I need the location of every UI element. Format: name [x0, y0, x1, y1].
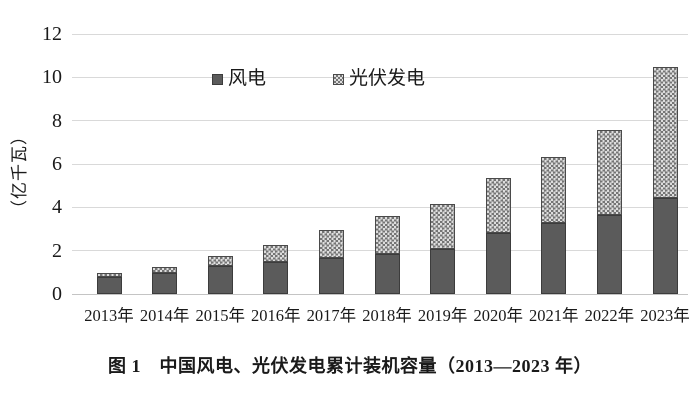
bar-segment-wind-2020年: [485, 233, 511, 294]
gridline-y-8: [72, 120, 688, 122]
bar-2018年: [374, 216, 400, 294]
wind-legend-swatch-icon: [212, 73, 223, 85]
x-tick-label-2015年: 2015年: [195, 306, 245, 325]
y-tick-label-10: 10: [42, 66, 62, 89]
bar-segment-wind-2021年: [541, 222, 567, 294]
plot-area: 风电 光伏发电: [72, 33, 688, 295]
x-tick-label-2023年: 2023年: [640, 306, 690, 325]
x-tick-label-2019年: 2019年: [417, 306, 468, 325]
bar-segment-solar-2018年: [374, 216, 400, 255]
bar-segment-solar-2014年: [152, 267, 178, 274]
y-tick-label-6: 6: [52, 153, 62, 175]
x-tick-label-2022年: 2022年: [584, 306, 635, 325]
x-tick-label-2018年: 2018年: [362, 306, 412, 325]
figure-caption: 图 1 中国风电、光伏发电累计装机容量（2013—2023 年）: [108, 356, 592, 376]
y-tick-label-2: 2: [52, 239, 62, 262]
x-tick-label-2013年: 2013年: [84, 306, 134, 325]
y-tick-label-12: 12: [42, 23, 62, 45]
gridline-y-10: [72, 76, 688, 78]
y-tick-label-0: 0: [52, 283, 62, 305]
bar-segment-wind-2014年: [152, 273, 178, 294]
bar-2022年: [596, 129, 622, 294]
bar-2017年: [318, 230, 344, 294]
x-tick-label-2014年: 2014年: [139, 306, 190, 325]
bar-segment-solar-2019年: [430, 204, 456, 249]
solar-legend-swatch-icon: [333, 73, 344, 85]
bar-segment-wind-2022年: [596, 214, 622, 294]
gridline-y-4: [72, 206, 688, 208]
wind-legend-label: 风电: [228, 68, 267, 89]
x-tick-label-2020年: 2020年: [473, 306, 523, 325]
bar-segment-wind-2016年: [263, 261, 289, 294]
gridline-y-6: [72, 163, 688, 165]
bar-segment-solar-2016年: [263, 244, 289, 262]
bar-segment-wind-2013年: [96, 277, 122, 294]
bar-segment-solar-2015年: [207, 256, 233, 266]
x-tick-label-2016年: 2016年: [251, 306, 301, 325]
legend-item-wind: 风电: [212, 69, 266, 89]
y-tick-label-4: 4: [52, 196, 62, 219]
gridline-y-12: [72, 33, 688, 35]
bar-segment-wind-2018年: [374, 254, 400, 294]
bar-segment-solar-2013年: [96, 273, 122, 278]
gridline-y-0: [72, 293, 688, 295]
bar-segment-wind-2019年: [430, 248, 456, 294]
bar-segment-wind-2015年: [207, 265, 233, 294]
bar-2014年: [152, 267, 178, 294]
bar-2015年: [207, 256, 233, 294]
bar-2021年: [541, 156, 567, 294]
bar-segment-wind-2023年: [652, 198, 678, 294]
bar-segment-wind-2017年: [318, 258, 344, 294]
legend-item-solar: 光伏发电: [333, 69, 425, 89]
bar-2023年: [652, 66, 678, 294]
y-tick-label-8: 8: [52, 109, 62, 132]
bar-2016年: [263, 244, 289, 294]
bar-segment-solar-2022年: [596, 129, 622, 215]
solar-legend-label: 光伏发电: [349, 68, 426, 89]
bar-segment-solar-2017年: [318, 230, 344, 259]
x-tick-label-2017年: 2017年: [306, 306, 357, 325]
bar-2020年: [485, 178, 511, 294]
bar-2019年: [430, 204, 456, 294]
bar-segment-solar-2023年: [652, 66, 678, 199]
bar-segment-solar-2020年: [485, 178, 511, 234]
bar-segment-solar-2021年: [541, 156, 567, 223]
bar-2013年: [96, 273, 122, 294]
x-tick-label-2021年: 2021年: [529, 306, 579, 325]
